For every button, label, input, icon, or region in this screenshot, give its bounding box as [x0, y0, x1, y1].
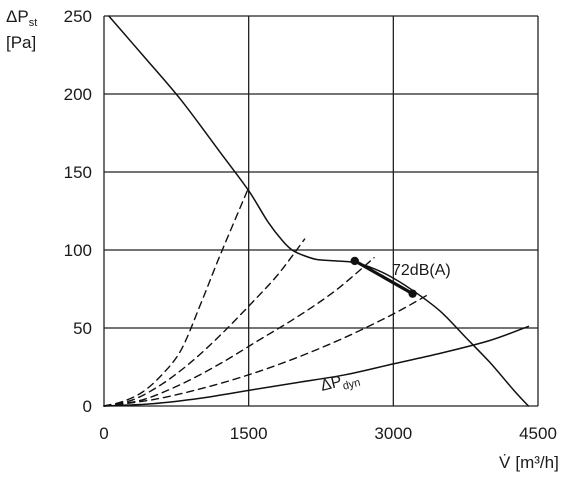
y-axis-unit: [Pa]: [6, 33, 36, 52]
system-curve-5: [103, 257, 375, 407]
series-group: [103, 15, 530, 407]
dynamic-pressure-curve: [103, 325, 530, 407]
y-tick-label: 200: [64, 85, 92, 104]
noise-operating-segment: [353, 259, 415, 296]
operating-point: [408, 289, 417, 298]
system-curve-6: [103, 294, 428, 407]
dynamic-pressure-label: ΔPdyn: [319, 369, 362, 398]
y-axis-label: ΔPst: [6, 7, 37, 29]
static-pressure-curve: [108, 15, 530, 407]
y-tick-label: 150: [64, 163, 92, 182]
y-tick-label: 100: [64, 241, 92, 260]
x-axis-label: V̇ [m³/h]: [499, 453, 559, 472]
x-tick-label: 3000: [374, 424, 412, 443]
system-curve-4: [103, 238, 306, 407]
system-curve-3: [103, 186, 250, 407]
tick-labels: 0 1500 3000 4500 0 50 100 150 200 250: [64, 7, 557, 443]
x-tick-label: 4500: [519, 424, 557, 443]
grid: [103, 15, 539, 407]
noise-level-label: 72dB(A): [392, 262, 451, 279]
marker-group: [350, 256, 417, 298]
y-tick-label: 50: [73, 319, 92, 338]
y-tick-label: 250: [64, 7, 92, 26]
operating-point: [350, 256, 359, 266]
y-tick-label: 0: [83, 397, 92, 416]
x-tick-label: 1500: [230, 424, 268, 443]
x-tick-label: 0: [99, 424, 108, 443]
